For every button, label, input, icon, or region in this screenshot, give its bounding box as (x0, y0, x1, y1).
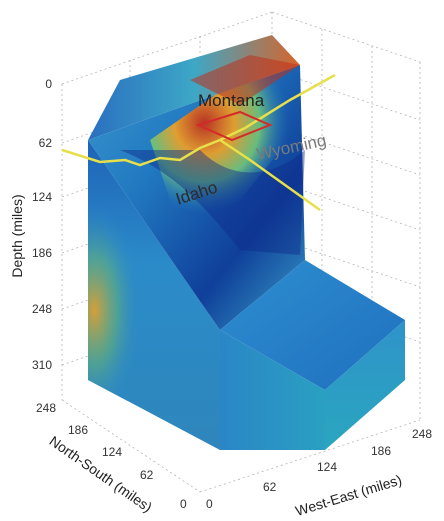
step-top (220, 260, 405, 390)
we-tick: 0 (206, 497, 213, 511)
depth-tick: 186 (32, 246, 52, 260)
depth-axis-label: Depth (miles) (9, 194, 25, 277)
left-face-warm-anomaly (88, 140, 220, 450)
bottom-front-face (220, 330, 325, 450)
ns-tick: 248 (36, 401, 56, 415)
depth-axis: 0 62 124 186 248 310 Depth (miles) (9, 77, 52, 372)
depth-tick: 0 (45, 77, 52, 91)
cold-anomaly (120, 150, 305, 255)
bottom-side-face (325, 320, 405, 450)
ns-tick: 186 (68, 423, 88, 437)
we-tick: 186 (371, 444, 391, 458)
top-hot-region (190, 55, 300, 105)
we-tick: 62 (263, 480, 277, 494)
state-boundary-south (219, 138, 321, 212)
we-tick: 248 (412, 427, 432, 441)
depth-tick: 124 (32, 190, 52, 204)
depth-tick: 310 (32, 358, 52, 372)
ns-tick: 0 (180, 497, 187, 511)
depth-tick: 248 (32, 302, 52, 316)
state-boundary-north (61, 73, 336, 167)
depth-tick: 62 (39, 136, 53, 150)
north-south-axis-label: North-South (miles) (47, 433, 156, 516)
we-tick: 124 (317, 460, 337, 474)
yellowstone-outline (195, 110, 273, 142)
hotspot-plume (150, 65, 305, 230)
ns-tick: 124 (102, 445, 122, 459)
west-east-axis-label: West-East (miles) (294, 471, 404, 519)
label-montana: Montana (198, 91, 265, 110)
ns-tick: 62 (140, 468, 154, 482)
